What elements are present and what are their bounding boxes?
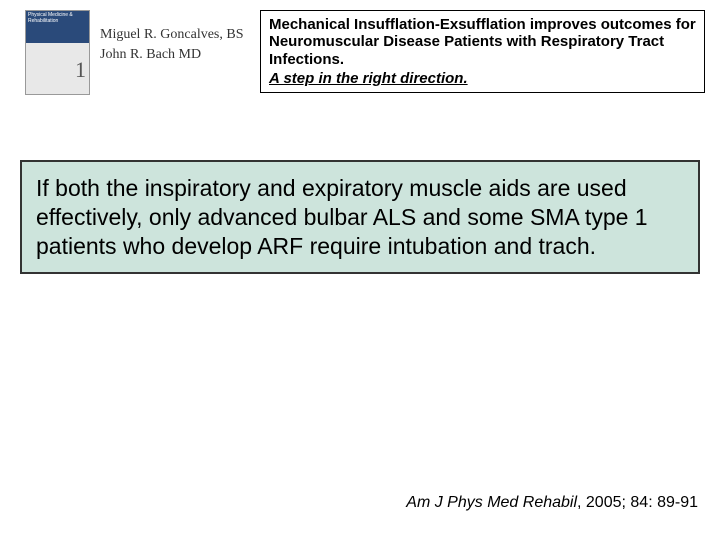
journal-cover-image: Physical Medicine & Rehabilitation 1 — [25, 10, 90, 95]
body-quote-box: If both the inspiratory and expiratory m… — [20, 160, 700, 274]
header-row: Physical Medicine & Rehabilitation 1 Mig… — [0, 0, 720, 95]
citation-details: , 2005; 84: 89-91 — [577, 494, 698, 511]
cover-issue-number: 1 — [75, 57, 86, 83]
author-line-1: Miguel R. Goncalves, BS — [100, 25, 250, 45]
citation-journal: Am J Phys Med Rehabil — [406, 494, 577, 511]
cover-title: Physical Medicine & Rehabilitation — [26, 11, 89, 43]
citation: Am J Phys Med Rehabil, 2005; 84: 89-91 — [406, 494, 698, 512]
cover-body: 1 — [26, 43, 89, 94]
title-main: Mechanical Insufflation-Exsufflation imp… — [269, 16, 696, 68]
authors-block: Miguel R. Goncalves, BS John R. Bach MD — [100, 10, 250, 64]
author-line-2: John R. Bach MD — [100, 45, 250, 65]
title-subtitle: A step in the right direction. — [269, 70, 696, 87]
title-box: Mechanical Insufflation-Exsufflation imp… — [260, 10, 705, 93]
body-text: If both the inspiratory and expiratory m… — [36, 175, 648, 259]
